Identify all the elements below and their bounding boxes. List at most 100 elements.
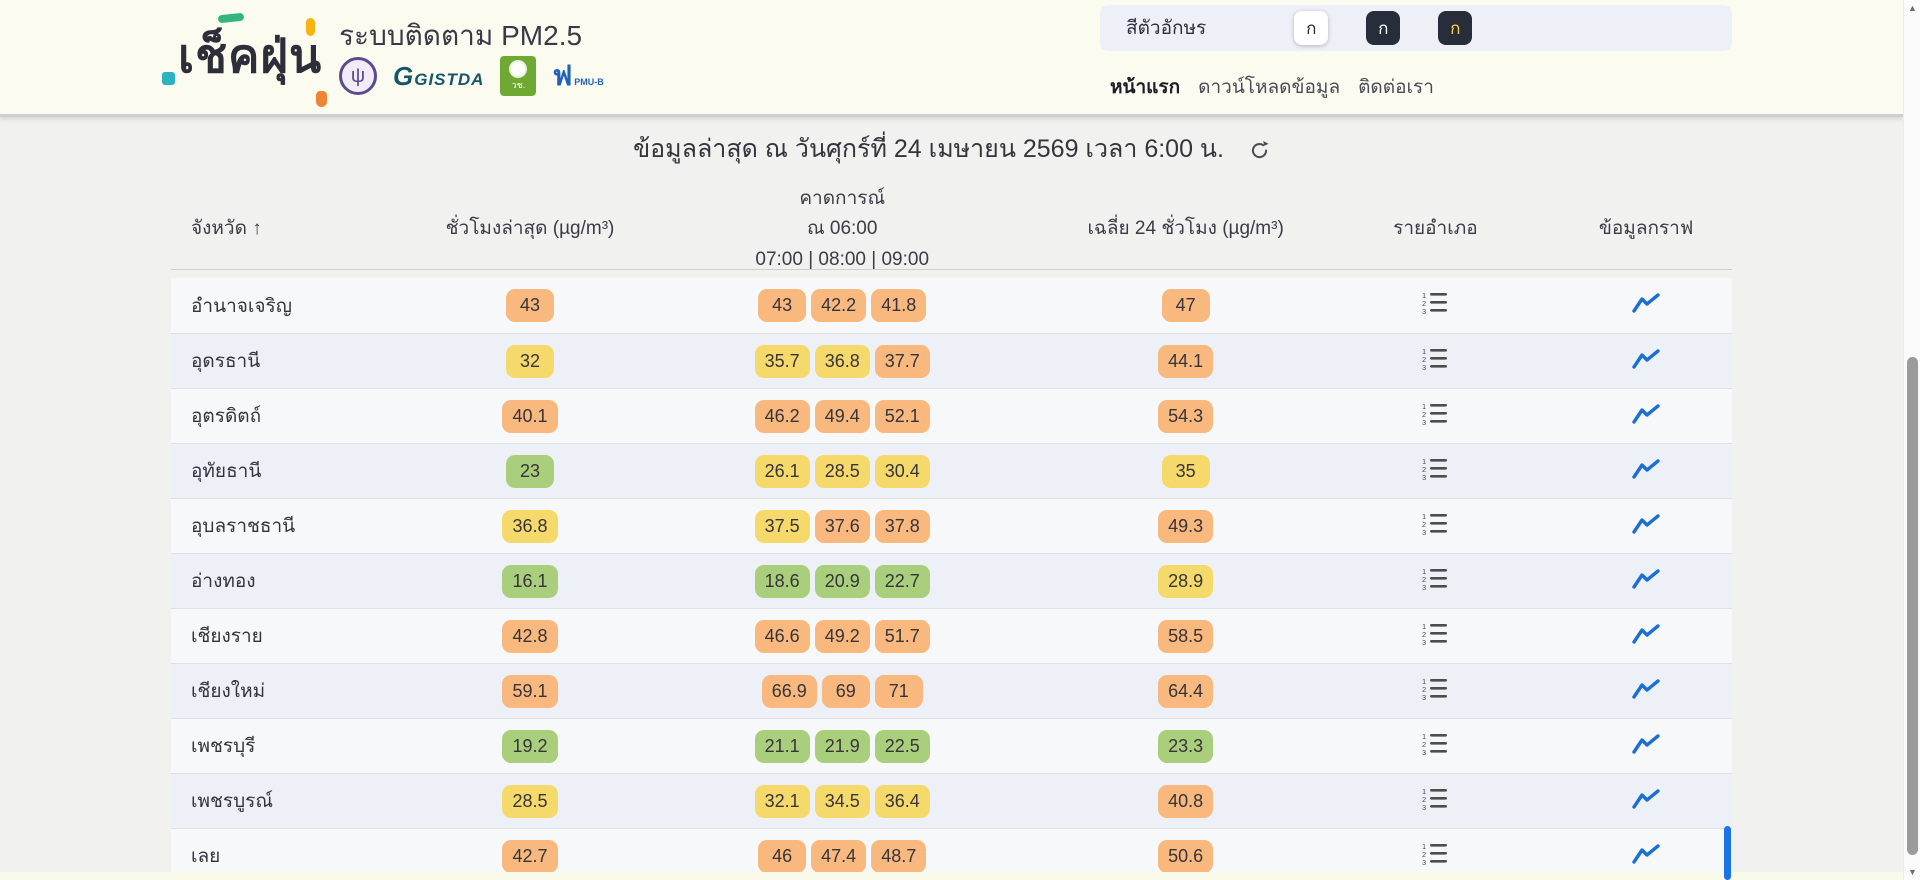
- nav-contact-us[interactable]: ติดต่อเรา: [1358, 77, 1434, 98]
- svg-text:2: 2: [1422, 410, 1426, 419]
- svg-text:2: 2: [1422, 575, 1426, 584]
- forecast-badge-2: 36.4: [874, 784, 930, 818]
- col-forecast: คาดการณ์ ณ 06:00 07:00 | 08:00 | 09:00: [755, 188, 930, 270]
- browser-scrollbar[interactable]: ▲ ▼: [1903, 0, 1920, 880]
- line-chart-icon[interactable]: [1632, 458, 1660, 480]
- line-chart-icon[interactable]: [1632, 403, 1660, 425]
- font-color-yellow-button[interactable]: ก: [1438, 11, 1473, 45]
- pmub-logo: ฟ PMU-B: [552, 60, 604, 91]
- line-chart-icon[interactable]: [1632, 788, 1660, 810]
- svg-text:1: 1: [1422, 457, 1426, 466]
- nav-home[interactable]: หน้าแรก: [1110, 77, 1181, 98]
- forecast-badge-2: 48.7: [871, 839, 927, 873]
- avg-badge: 35: [1161, 454, 1210, 488]
- font-color-default-button[interactable]: ก: [1294, 11, 1329, 45]
- district-list-icon[interactable]: 1 2 3: [1422, 456, 1448, 482]
- font-color-label: สีตัวอักษร: [1126, 18, 1207, 39]
- province-name: เลย: [191, 846, 221, 867]
- avg-badge: 47: [1161, 289, 1210, 322]
- avg-badge: 28.9: [1158, 564, 1214, 598]
- col-province[interactable]: จังหวัด ↑: [191, 218, 262, 240]
- table-row: อุดรธานี 32 35.7 36.8 37.7 44.1 1 2 3: [171, 333, 1732, 388]
- district-list-icon[interactable]: 1 2 3: [1422, 290, 1448, 316]
- district-list-icon[interactable]: 1 2 3: [1422, 346, 1448, 372]
- latest-badge: 42.8: [502, 619, 558, 653]
- province-name: อุดรธานี: [191, 351, 261, 372]
- svg-text:3: 3: [1422, 748, 1426, 757]
- latest-badge: 23: [506, 454, 555, 488]
- table-scrollbar-thumb[interactable]: [1724, 826, 1731, 880]
- table-body: อำนาจเจริญ 43 43 42.2 41.8 47 1 2 3: [171, 278, 1732, 880]
- line-chart-icon[interactable]: [1632, 292, 1660, 314]
- gistda-logo: GGISTDA: [393, 60, 485, 91]
- refresh-icon[interactable]: [1249, 139, 1270, 168]
- avg-badge: 40.8: [1158, 784, 1214, 818]
- latest-badge: 16.1: [502, 564, 558, 598]
- line-chart-icon[interactable]: [1632, 513, 1660, 535]
- nav-download-data[interactable]: ดาวน์โหลดข้อมูล: [1198, 77, 1341, 98]
- district-list-icon[interactable]: 1 2 3: [1422, 731, 1448, 757]
- table-row: เลย 42.7 46 47.4 48.7 50.6 1 2 3: [171, 828, 1732, 880]
- svg-text:3: 3: [1422, 363, 1426, 372]
- avg-badge: 44.1: [1158, 344, 1214, 378]
- province-name: อุบลราชธานี: [191, 516, 296, 537]
- forecast-badge-2: 22.7: [874, 564, 930, 598]
- sort-ascending-icon[interactable]: ↑: [252, 218, 262, 240]
- province-name: อำนาจเจริญ: [191, 295, 292, 317]
- province-name: เชียงราย: [191, 626, 263, 647]
- latest-badge: 59.1: [502, 674, 558, 708]
- table-row: อุบลราชธานี 36.8 37.5 37.6 37.8 49.3 1 2…: [171, 498, 1732, 553]
- forecast-badge-2: 52.1: [874, 399, 930, 433]
- district-list-icon[interactable]: 1 2 3: [1422, 621, 1448, 647]
- province-name: อุทัยธานี: [191, 461, 262, 482]
- scrollbar-thumb[interactable]: [1907, 357, 1918, 855]
- avg-badge: 49.3: [1158, 509, 1214, 543]
- forecast-badge-2: 41.8: [871, 289, 927, 322]
- svg-text:2: 2: [1422, 520, 1426, 529]
- scroll-up-arrow-icon[interactable]: ▲: [1908, 3, 1917, 13]
- district-list-icon[interactable]: 1 2 3: [1422, 676, 1448, 702]
- app-logo[interactable]: เช็คฝุ่น: [162, 12, 327, 107]
- forecast-badge-2: 37.8: [874, 509, 930, 543]
- university-emblem-icon: ψ: [339, 57, 377, 95]
- col-graph: ข้อมูลกราฟ: [1598, 218, 1694, 240]
- line-chart-icon[interactable]: [1632, 348, 1660, 370]
- forecast-badge-0: 46.6: [754, 619, 810, 653]
- svg-text:2: 2: [1422, 685, 1426, 694]
- svg-text:3: 3: [1422, 858, 1426, 867]
- svg-text:3: 3: [1422, 307, 1426, 316]
- avg-badge: 50.6: [1158, 839, 1214, 873]
- svg-text:2: 2: [1422, 850, 1426, 859]
- line-chart-icon[interactable]: [1632, 733, 1660, 755]
- svg-text:3: 3: [1422, 583, 1426, 592]
- district-list-icon[interactable]: 1 2 3: [1422, 401, 1448, 427]
- forecast-badge-2: 37.7: [874, 344, 930, 378]
- line-chart-icon[interactable]: [1632, 568, 1660, 590]
- province-name: เพชรบุรี: [191, 736, 256, 757]
- latest-badge: 28.5: [502, 784, 558, 818]
- svg-text:2: 2: [1422, 299, 1426, 308]
- district-list-icon[interactable]: 1 2 3: [1422, 786, 1448, 812]
- district-list-icon[interactable]: 1 2 3: [1422, 566, 1448, 592]
- footer-strip: [0, 872, 1903, 880]
- district-list-icon[interactable]: 1 2 3: [1422, 511, 1448, 537]
- logo-yellow-accent: [306, 18, 315, 36]
- latest-data-heading: ข้อมูลล่าสุด ณ วันศุกร์ที่ 24 เมษายน 256…: [171, 129, 1732, 169]
- line-chart-icon[interactable]: [1632, 678, 1660, 700]
- svg-text:2: 2: [1422, 630, 1426, 639]
- latest-badge: 40.1: [502, 399, 558, 433]
- logo-teal-accent: [162, 72, 175, 85]
- font-color-white-button[interactable]: ก: [1366, 11, 1401, 45]
- logo-orange-accent: [316, 91, 327, 107]
- forecast-badge-0: 26.1: [754, 454, 810, 488]
- scroll-down-arrow-icon[interactable]: ▼: [1908, 867, 1917, 877]
- svg-text:1: 1: [1422, 512, 1426, 521]
- nrct-logo: วช.: [500, 56, 537, 96]
- district-list-icon[interactable]: 1 2 3: [1422, 841, 1448, 867]
- svg-text:3: 3: [1422, 473, 1426, 482]
- svg-text:1: 1: [1422, 347, 1426, 356]
- page-title: ระบบติดตาม PM2.5: [339, 20, 583, 51]
- line-chart-icon[interactable]: [1632, 843, 1660, 865]
- line-chart-icon[interactable]: [1632, 623, 1660, 645]
- font-color-panel: สีตัวอักษร ก ก ก: [1100, 5, 1732, 51]
